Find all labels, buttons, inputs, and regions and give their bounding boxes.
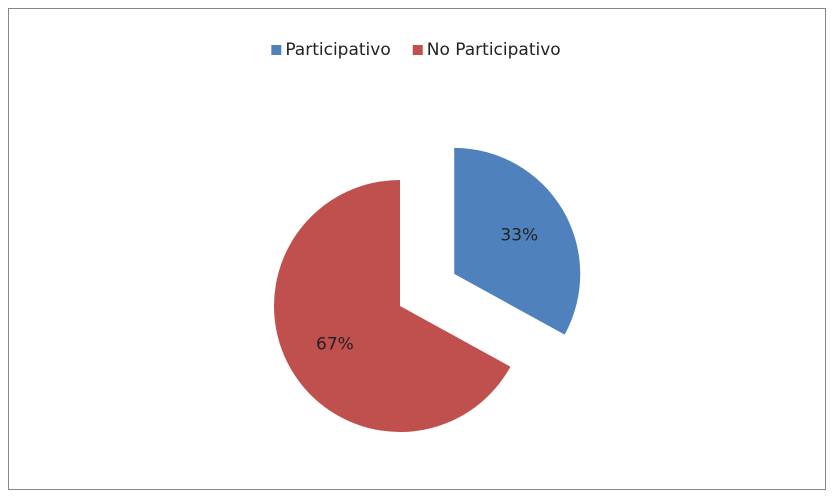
data-label: 33%	[500, 225, 538, 245]
legend-label: No Participativo	[427, 40, 561, 60]
legend-swatch	[412, 45, 423, 55]
pie-slice	[454, 147, 581, 335]
legend-label: Participativo	[285, 40, 390, 60]
data-label: 67%	[316, 334, 354, 354]
pie-slice	[274, 180, 511, 432]
legend-swatch	[271, 45, 282, 55]
